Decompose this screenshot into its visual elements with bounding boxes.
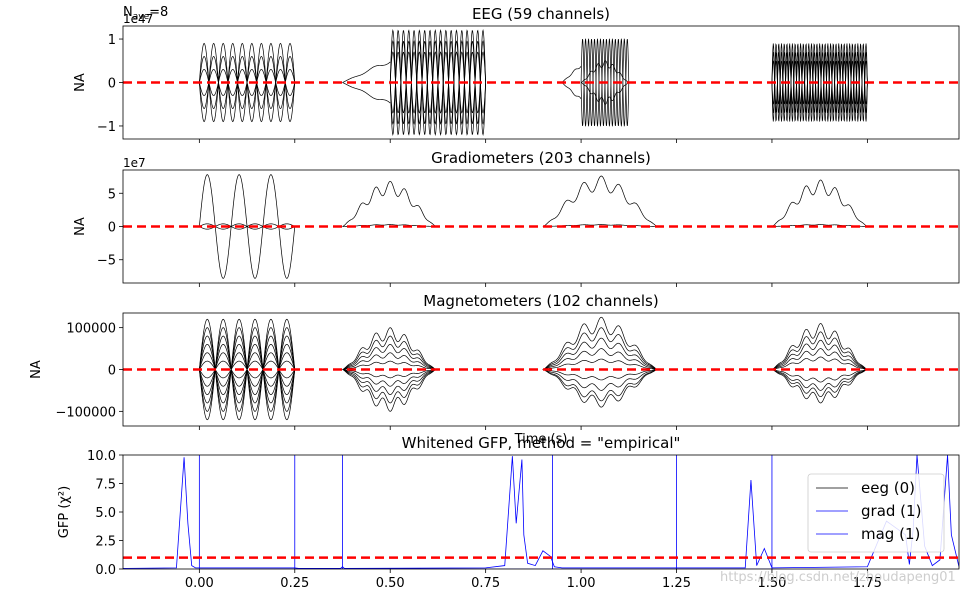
channel-trace (542, 175, 658, 227)
channel-trace (580, 82, 629, 105)
plot-area (123, 174, 959, 279)
channel-trace (542, 337, 658, 370)
y-tick-label: 7.5 (95, 478, 116, 493)
y-tick-label: 0.0 (95, 563, 116, 578)
legend-label: mag (1) (861, 525, 920, 543)
y-axis-label: NA (29, 360, 44, 379)
nave-value: =8 (149, 5, 168, 20)
y-axis-label: NA (73, 217, 88, 236)
channel-trace (342, 180, 437, 227)
x-axis-label: Time (s) (514, 432, 568, 447)
channel-trace (342, 369, 437, 412)
x-tick-label: 1.75 (853, 576, 882, 591)
y-tick-label: −1 (97, 120, 116, 135)
x-tick-label: 0.25 (280, 576, 309, 591)
channel-trace (342, 369, 437, 379)
channel-trace (342, 360, 437, 370)
channel-trace (771, 60, 868, 105)
y-tick-label: −100000 (55, 405, 116, 420)
channel-trace (771, 348, 868, 370)
y-tick-label: 100000 (66, 322, 116, 337)
channel-trace (342, 369, 437, 404)
plot-area (123, 316, 959, 421)
legend-label: eeg (0) (861, 479, 915, 497)
y-tick-label: 2.5 (95, 535, 116, 550)
watermark-text: https://blog.csdn.net/zhoudapeng01 (720, 570, 956, 585)
channel-trace (542, 316, 658, 370)
y-tick-label: 0 (108, 364, 116, 379)
channel-trace (771, 369, 868, 398)
offset-text: 1e47 (123, 12, 153, 26)
legend-box (807, 473, 945, 553)
channel-trace (542, 348, 658, 370)
channel-trace (771, 179, 868, 227)
y-tick-label: −5 (97, 254, 116, 269)
plot-area (123, 29, 959, 136)
channel-trace (580, 60, 629, 83)
y-tick-label: 0 (108, 77, 116, 92)
y-tick-label: 10.0 (87, 449, 116, 464)
gfp-axes: 0.0 2.5 5.0 7.5 10.0 0.00 0.25 0.50 0.75 1.00 1.25… (57, 434, 960, 591)
channel-trace (342, 369, 437, 387)
channel-trace (771, 323, 868, 370)
channel-trace (771, 356, 868, 370)
channel-trace (771, 369, 868, 383)
channel-trace (342, 344, 437, 370)
channel-trace (771, 369, 868, 404)
y-tick-label: 5.0 (95, 506, 116, 521)
channel-trace (199, 42, 296, 123)
nave-label: Nave=8 (123, 5, 168, 22)
channel-trace (342, 352, 437, 370)
channel-trace (561, 82, 582, 100)
channel-trace (342, 369, 437, 395)
axes-title: EEG (59 channels) (472, 5, 610, 23)
channel-trace (561, 65, 582, 83)
axes-frame (122, 312, 960, 427)
channel-trace (542, 358, 658, 370)
offset-text: 1e7 (123, 156, 146, 170)
x-tick-label: 1.50 (757, 576, 786, 591)
eeg-axes: Nave=8 −1 0 1 EEG (59 channels) NA 1e47 (73, 5, 960, 143)
y-tick-label: 1 (108, 33, 116, 48)
y-axis-label: GFP (χ²) (57, 486, 72, 538)
y-axis-label: NA (73, 73, 88, 92)
channel-trace (542, 369, 658, 391)
y-tick-label: 0 (108, 221, 116, 236)
y-tick-label: 5 (108, 187, 116, 202)
axes-title: Magnetometers (102 channels) (423, 292, 658, 310)
channel-trace (542, 369, 658, 408)
legend-label: grad (1) (861, 502, 921, 520)
x-tick-label: 1.00 (567, 576, 596, 591)
channel-trace (771, 339, 868, 370)
channel-trace (342, 82, 391, 104)
nave-subscript: ave (133, 12, 150, 22)
channel-trace (542, 327, 658, 370)
axes-title: Gradiometers (203 channels) (431, 149, 651, 167)
channel-trace (542, 369, 658, 402)
magnetometer-axes: −100000 0 100000 Magnetometers (102 channel… (29, 292, 960, 447)
channel-trace (771, 331, 868, 370)
axes-frame (122, 25, 960, 140)
axes-frame (122, 169, 960, 284)
x-tick-label: 0.00 (185, 576, 214, 591)
channel-trace (342, 327, 437, 370)
x-tick-label: 0.75 (471, 576, 500, 591)
gradiometer-axes: −5 0 5 Gradiometers (203 channels) NA 1e7 (73, 149, 960, 287)
channel-trace (771, 369, 868, 391)
legend: eeg (0) grad (1) mag (1) (807, 473, 945, 553)
channel-trace (342, 335, 437, 370)
channel-trace (342, 61, 391, 83)
x-tick-label: 1.25 (662, 576, 691, 591)
axes-title: Whitened GFP, method = "empirical" (402, 434, 681, 452)
gfp-series-line (198, 455, 773, 569)
channel-trace (542, 369, 658, 381)
channel-trace (771, 43, 868, 122)
x-tick-label: 0.50 (376, 576, 405, 591)
